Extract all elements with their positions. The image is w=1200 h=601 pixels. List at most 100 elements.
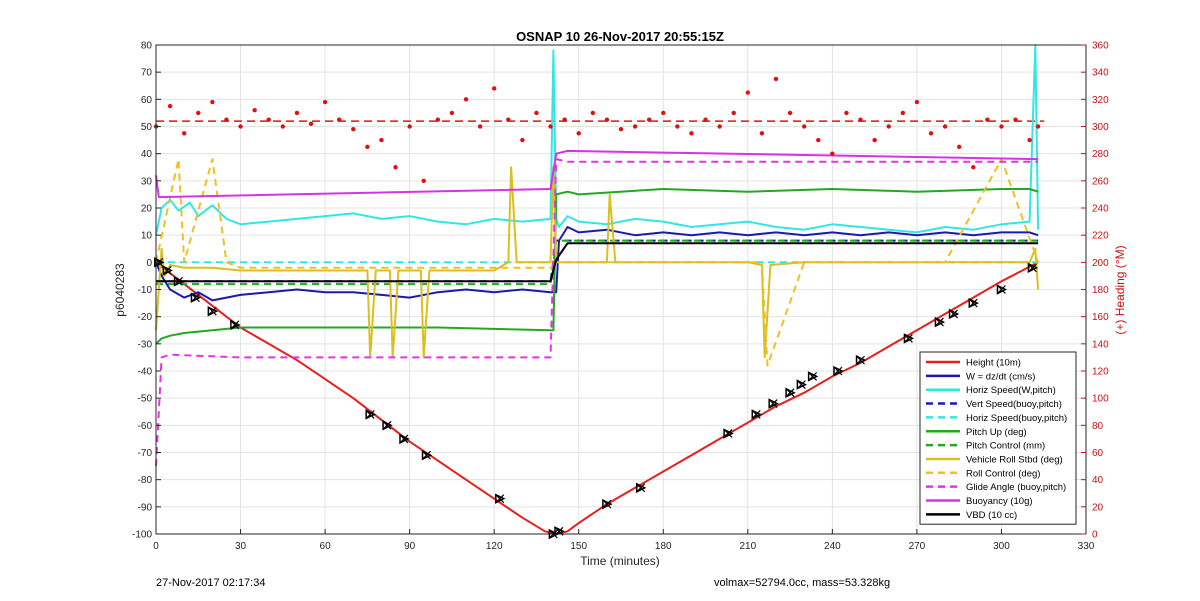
waypoint-marker xyxy=(399,433,410,445)
heading-point xyxy=(421,178,426,184)
heading-point xyxy=(477,124,483,129)
y-tick-label: -100 xyxy=(132,530,152,541)
waypoint-marker xyxy=(162,265,173,276)
y-tick-label: -50 xyxy=(138,394,153,405)
x-tick-label: 60 xyxy=(320,541,332,552)
heading-point xyxy=(491,86,497,91)
y-tick-label: 50 xyxy=(141,122,153,133)
legend-label: Pitch Control (mm) xyxy=(966,441,1045,452)
heading-point xyxy=(435,117,441,122)
y2-tick-label: 260 xyxy=(1092,176,1109,187)
heading-point xyxy=(167,103,173,109)
heading-point xyxy=(731,110,736,116)
heading-point xyxy=(308,121,314,126)
y-tick-label: 0 xyxy=(146,258,152,269)
y2-tick-label: 280 xyxy=(1092,149,1109,160)
heading-point xyxy=(181,131,187,136)
heading-point xyxy=(745,90,751,95)
legend-label: Height (10m) xyxy=(966,358,1021,369)
legend-label: Horiz Speed(buoy,pitch) xyxy=(966,413,1067,424)
heading-point xyxy=(604,117,610,122)
y2-tick-label: 240 xyxy=(1092,204,1109,215)
heading-point xyxy=(1013,117,1018,122)
y-tick-label: -70 xyxy=(138,448,153,459)
y-tick-label: 40 xyxy=(141,149,153,160)
heading-point xyxy=(336,117,342,122)
y-tick-label: -60 xyxy=(138,421,153,432)
heading-point xyxy=(816,137,821,143)
waypoint-marker xyxy=(190,292,202,303)
legend-label: Vert Speed(buoy,pitch) xyxy=(966,399,1062,410)
waypoint-marker xyxy=(948,308,960,320)
heading-point xyxy=(886,124,891,129)
heading-point xyxy=(759,131,765,136)
heading-point xyxy=(322,99,328,105)
heading-point xyxy=(534,110,539,116)
x-tick-label: 330 xyxy=(1078,541,1095,552)
heading-point xyxy=(590,110,596,116)
y-tick-label: -80 xyxy=(138,475,153,486)
heading-point xyxy=(858,117,863,122)
y2-tick-label: 60 xyxy=(1092,448,1104,459)
y-tick-label: 10 xyxy=(141,231,153,242)
heading-point xyxy=(618,127,624,132)
series-line-9 xyxy=(155,158,1040,367)
waypoint-marker xyxy=(1027,262,1039,273)
legend-label: Roll Control (deg) xyxy=(966,468,1040,479)
y2-tick-label: 300 xyxy=(1092,122,1109,133)
plot-area xyxy=(153,44,1087,540)
heading-point xyxy=(520,137,525,143)
y-tick-label: -20 xyxy=(138,312,153,323)
legend-label: Vehicle Roll Stbd (deg) xyxy=(966,454,1063,465)
heading-point xyxy=(506,117,511,122)
y2-tick-label: 80 xyxy=(1092,421,1104,432)
heading-point xyxy=(872,137,877,143)
waypoint-marker xyxy=(796,379,808,390)
y-tick-label: -30 xyxy=(138,339,153,350)
series-line-8 xyxy=(155,166,1040,359)
y2-tick-label: 360 xyxy=(1092,41,1109,52)
heading-point xyxy=(576,131,581,136)
footer-volmax-mass: volmax=52794.0cc, mass=53.328kg xyxy=(714,577,891,589)
y-tick-label: 30 xyxy=(141,176,153,187)
y-tick-label: -40 xyxy=(138,367,153,378)
waypoint-marker xyxy=(495,493,506,504)
waypoint-marker xyxy=(365,409,376,420)
heading-point xyxy=(801,124,807,129)
heading-point xyxy=(1035,124,1041,129)
waypoint-marker xyxy=(785,387,796,398)
heading-point xyxy=(703,117,708,122)
x-tick-label: 0 xyxy=(153,541,159,552)
y-tick-label: -90 xyxy=(138,502,153,513)
y2-tick-label: 40 xyxy=(1092,475,1104,486)
y2-tick-label: 220 xyxy=(1092,231,1109,242)
heading-point xyxy=(252,108,257,113)
heading-point xyxy=(562,117,567,122)
heading-point xyxy=(661,110,666,116)
heading-point xyxy=(224,117,229,122)
waypoint-markers xyxy=(154,257,1039,540)
heading-point xyxy=(238,124,243,129)
heading-point xyxy=(463,97,469,102)
heading-point xyxy=(210,99,215,105)
series-line-11 xyxy=(155,149,1039,199)
y-tick-label: 70 xyxy=(141,68,153,79)
legend-label: VBD (10 cc) xyxy=(966,510,1017,521)
y2-tick-label: 200 xyxy=(1092,258,1109,269)
x-axis: 0 30 60 90 120 150 180 210 240 270 300 330 xyxy=(153,529,1095,552)
legend-label: Buoyancy (10g) xyxy=(966,496,1033,507)
x-tick-label: 180 xyxy=(655,541,672,552)
y2-tick-label: 140 xyxy=(1092,339,1109,350)
y-tick-label: 80 xyxy=(141,41,153,52)
heading-point xyxy=(971,165,976,170)
series-line-1 xyxy=(155,261,1039,535)
heading-point xyxy=(632,124,638,129)
waypoint-marker xyxy=(855,354,867,366)
y2-tick-label: 20 xyxy=(1092,502,1104,513)
y2-tick-label: 320 xyxy=(1092,95,1109,106)
legend-box xyxy=(919,351,1077,525)
heading-point xyxy=(717,124,722,129)
heading-point xyxy=(1027,137,1032,143)
heading-point xyxy=(196,110,201,116)
